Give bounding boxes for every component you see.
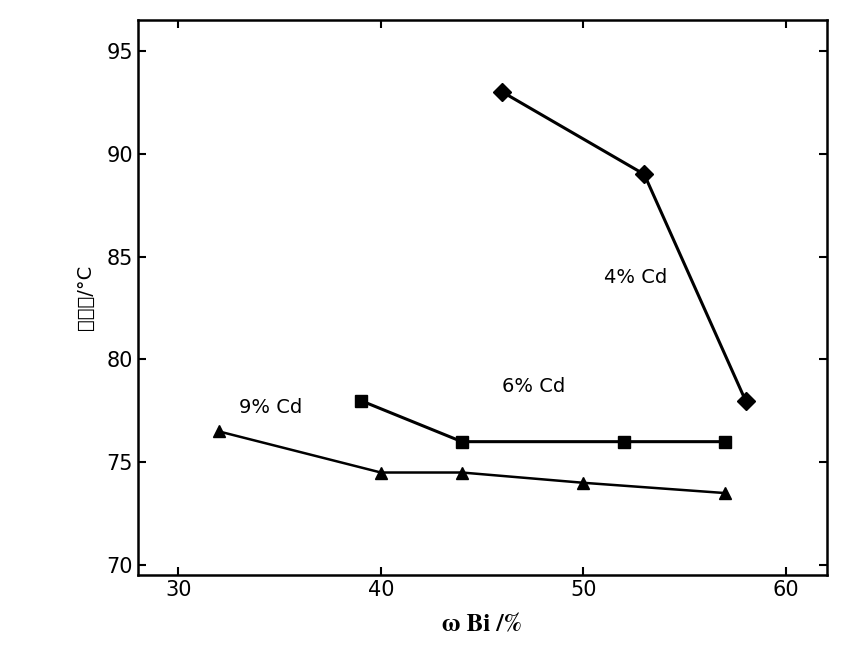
X-axis label: ω（Bi）/%: ω（Bi）/%: [442, 614, 523, 636]
Text: 9% Cd: 9% Cd: [239, 398, 302, 417]
Text: 6% Cd: 6% Cd: [503, 377, 566, 397]
Y-axis label: 液相线/°C: 液相线/°C: [76, 265, 96, 330]
Text: 4% Cd: 4% Cd: [604, 268, 667, 288]
